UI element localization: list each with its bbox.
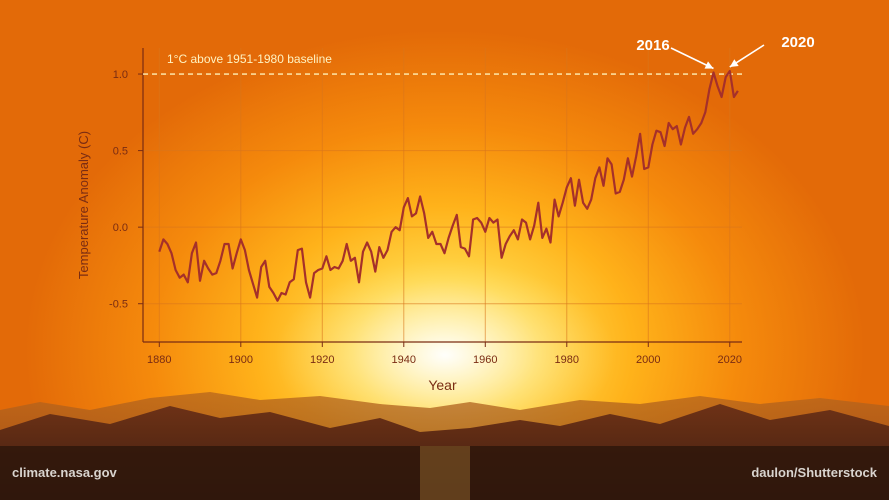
x-tick-label: 2000 bbox=[636, 354, 660, 366]
landscape-decoration bbox=[0, 260, 889, 500]
y-tick-label: 0.5 bbox=[113, 146, 128, 158]
series-line bbox=[158, 69, 739, 302]
y-tick-label: 1.0 bbox=[113, 69, 128, 81]
y-axis-label: Temperature Anomaly (C) bbox=[76, 131, 91, 279]
y-tick-label: -0.5 bbox=[109, 299, 128, 311]
annotation-label: 2016 bbox=[636, 37, 669, 54]
x-tick-label: 1960 bbox=[473, 354, 497, 366]
annotation-arrowhead bbox=[729, 59, 739, 67]
annotation-arrowhead bbox=[704, 61, 714, 69]
annotation-label: 2020 bbox=[781, 34, 814, 51]
x-tick-label: 1880 bbox=[147, 354, 171, 366]
x-axis-label: Year bbox=[428, 377, 457, 393]
x-tick-label: 1940 bbox=[392, 354, 416, 366]
axes: 1880 1900 1920 1940 1960 1980 2000 2020 -0.5 0.0 0… bbox=[109, 48, 742, 366]
x-tick-label: 1900 bbox=[229, 354, 253, 366]
x-tick-label: 2020 bbox=[718, 354, 742, 366]
x-tick-label: 1980 bbox=[555, 354, 579, 366]
y-tick-label: 0.0 bbox=[113, 222, 128, 234]
baseline-reference-label: 1°C above 1951-1980 baseline bbox=[167, 52, 332, 66]
photo-credit: daulon/Shutterstock bbox=[751, 465, 877, 480]
x-tick-label: 1920 bbox=[310, 354, 334, 366]
annotations: 2016 2020 bbox=[636, 34, 815, 70]
source-credit: climate.nasa.gov bbox=[12, 465, 117, 480]
